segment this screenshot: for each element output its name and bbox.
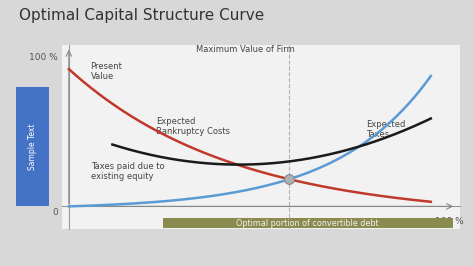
Text: 100 %: 100 % [29,53,58,62]
Text: Expected
Taxes: Expected Taxes [365,120,405,139]
Text: Maximum Value of Firm: Maximum Value of Firm [196,45,294,54]
Bar [17,87,49,206]
Text: 100 %: 100 % [435,217,463,226]
Text: 0: 0 [52,208,58,217]
Text: Expected
Bankruptcy Costs: Expected Bankruptcy Costs [156,117,230,136]
Text: Optimal Capital Structure Curve: Optimal Capital Structure Curve [19,8,264,23]
Text: Taxes paid due to
existing equity: Taxes paid due to existing equity [91,162,164,181]
Text: Sample Text: Sample Text [28,123,37,170]
Text: Optimal portion of convertible debt: Optimal portion of convertible debt [237,219,379,228]
Text: Present
Value: Present Value [91,62,122,81]
Bar [163,218,453,228]
